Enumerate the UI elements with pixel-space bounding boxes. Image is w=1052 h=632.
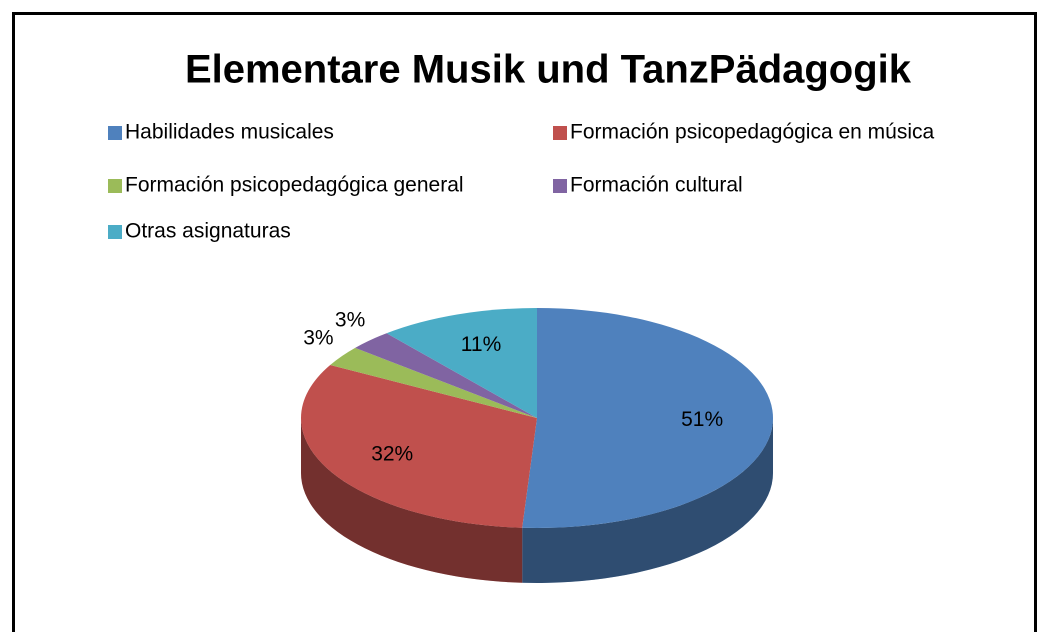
slice-side-shade — [301, 418, 523, 583]
chart-frame — [12, 12, 1037, 632]
slice-side — [301, 418, 523, 583]
data-label: 3% — [303, 326, 333, 349]
slice — [522, 308, 774, 529]
data-label: 11% — [461, 333, 501, 356]
slice — [355, 333, 537, 418]
data-label: 32% — [371, 443, 413, 466]
legend-swatch — [553, 179, 567, 193]
data-label: 51% — [681, 408, 723, 431]
legend-swatch — [108, 225, 122, 239]
slice — [386, 308, 537, 418]
legend-label: Formación cultural — [570, 174, 743, 197]
legend-label: Formación psicopedagógica general — [125, 174, 464, 197]
legend-swatch — [108, 126, 122, 140]
legend-swatch — [108, 179, 122, 193]
legend-label: Formación psicopedagógica en música — [570, 121, 935, 144]
slice — [300, 365, 537, 528]
legend-label: Habilidades musicales — [125, 121, 334, 144]
legend-label: Otras asignaturas — [125, 220, 291, 243]
slice-side — [522, 418, 773, 583]
slice-side-shade — [522, 418, 773, 583]
legend-swatch — [553, 126, 567, 140]
slice — [330, 347, 537, 418]
chart-title: Elementare Musik und TanzPädagogik — [185, 48, 912, 92]
data-label: 3% — [335, 308, 365, 331]
